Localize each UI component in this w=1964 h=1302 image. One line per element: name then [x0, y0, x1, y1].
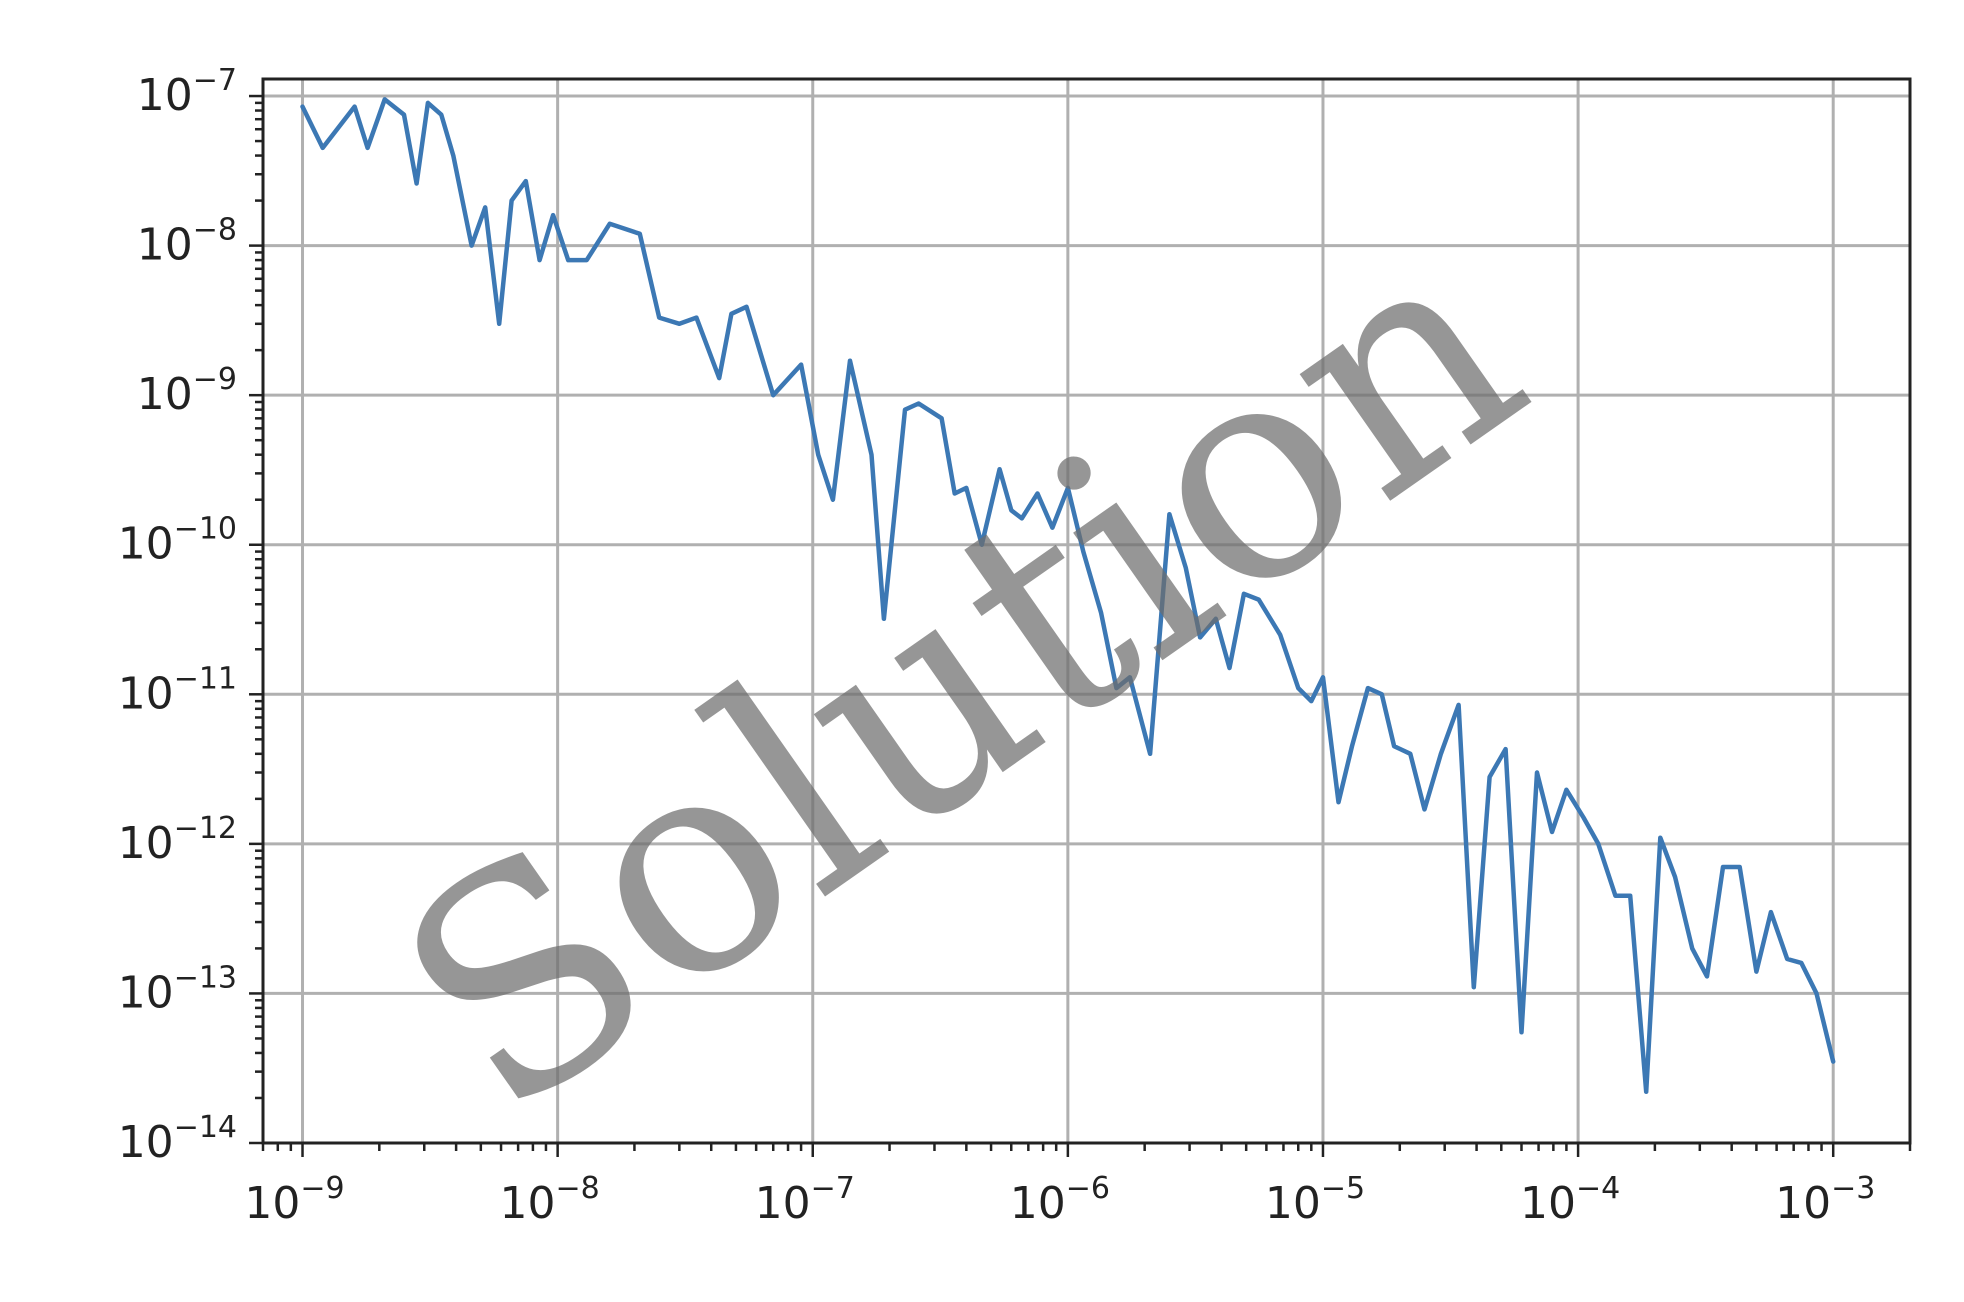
y-tick-label: 10−10 — [118, 512, 237, 570]
x-tick-labels: 10−9 10−8 10−7 10−6 10−5 10−4 10−3 — [244, 1171, 1875, 1229]
x-tick-label: 10−5 — [1265, 1171, 1365, 1229]
x-tick-label: 10−3 — [1775, 1171, 1875, 1229]
y-tick-label: 10−7 — [137, 63, 237, 121]
y-tick-label: 10−11 — [118, 661, 237, 719]
y-tick-labels: 10−7 10−8 10−9 10−10 10−11 10−12 10−13 10−14 — [118, 63, 237, 1168]
x-tick-label: 10−7 — [755, 1171, 855, 1229]
plot-frame — [261, 77, 1912, 1145]
x-tick-label: 10−4 — [1520, 1171, 1620, 1229]
y-tick-label: 10−14 — [118, 1110, 237, 1168]
y-tick-label: 10−12 — [118, 811, 237, 869]
x-tick-label: 10−6 — [1010, 1171, 1110, 1229]
axis-ticks — [249, 94, 1912, 1157]
x-tick-label: 10−8 — [500, 1171, 600, 1229]
x-tick-label: 10−9 — [244, 1171, 344, 1229]
watermark-text: Solution — [342, 169, 1579, 1181]
y-tick-label: 10−9 — [137, 362, 237, 420]
y-tick-label: 10−8 — [137, 213, 237, 271]
y-tick-label: 10−13 — [118, 960, 237, 1018]
grid-lines — [263, 79, 1910, 1145]
series-line — [300, 97, 1836, 1095]
